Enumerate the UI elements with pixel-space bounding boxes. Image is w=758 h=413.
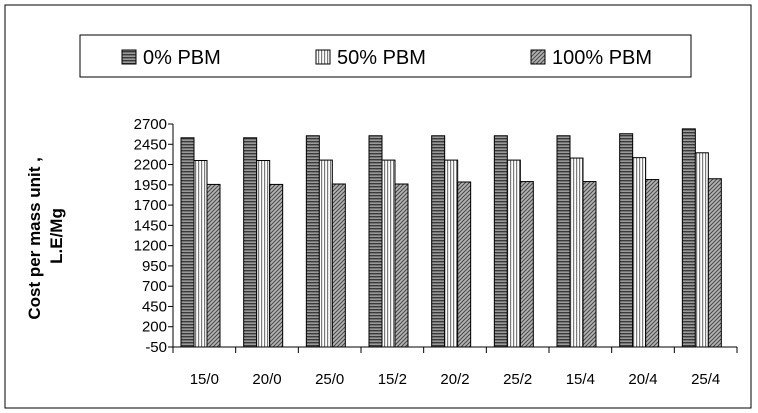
y-tick-label: 2700: [134, 116, 167, 133]
x-tick-label: 25/4: [691, 371, 720, 388]
bar: [368, 135, 383, 348]
legend-label: 100% PBM: [552, 47, 652, 69]
bar: [632, 157, 647, 348]
bar: [193, 159, 208, 348]
bar: [331, 183, 346, 348]
x-tick-label: 25/0: [315, 371, 344, 388]
bar: [694, 152, 709, 348]
y-tick-label: 950: [142, 258, 167, 275]
bar: [569, 157, 584, 348]
bar: [493, 135, 508, 348]
y-tick-label: 2200: [134, 157, 167, 174]
y-axis-label-line2: L.E/Mg: [47, 208, 66, 264]
legend-label: 0% PBM: [143, 47, 221, 69]
bar: [269, 183, 284, 348]
y-tick-label: 1700: [134, 197, 167, 214]
bar: [619, 133, 634, 348]
bar: [180, 137, 195, 348]
x-tick-label: 25/2: [503, 371, 532, 388]
y-axis-label-line1: Cost per mass unit ,: [25, 157, 44, 319]
bar: [381, 159, 396, 348]
y-tick-label: -50: [145, 339, 167, 356]
bar: [707, 178, 722, 348]
x-tick-label: 15/0: [190, 371, 219, 388]
bar: [582, 181, 597, 348]
x-tick-label: 15/2: [378, 371, 407, 388]
legend: 0% PBM 50% PBM 100% PBM: [79, 34, 692, 78]
y-tick-label: 700: [142, 278, 167, 295]
bar: [318, 159, 333, 348]
legend-swatch: [530, 49, 546, 65]
bar: [256, 159, 271, 348]
bar: [305, 135, 320, 348]
legend-box: [79, 34, 692, 78]
y-tick-label: 1950: [134, 177, 167, 194]
x-tick-label: 20/0: [252, 371, 281, 388]
bar: [519, 181, 534, 348]
legend-swatch: [315, 49, 331, 65]
bar: [206, 183, 221, 348]
y-tick-label: 2450: [134, 136, 167, 153]
legend-swatch: [121, 49, 137, 65]
x-tick-label: 20/2: [440, 371, 469, 388]
bar: [431, 135, 446, 348]
plot-area: -50 200 450 700 950 1200 1450 1700 1950 2200 2450 2…: [134, 116, 738, 388]
bar: [681, 128, 696, 348]
bar: [457, 181, 472, 348]
y-tick-label: 200: [142, 319, 167, 336]
y-tick-label: 1200: [134, 238, 167, 255]
legend-label: 50% PBM: [337, 47, 426, 69]
bar: [243, 137, 258, 348]
bar: [556, 135, 571, 348]
y-tick-label: 1450: [134, 217, 167, 234]
x-tick-label: 20/4: [628, 371, 657, 388]
bar: [506, 159, 521, 348]
bar: [394, 183, 409, 348]
bar: [444, 159, 459, 348]
bar: [645, 179, 660, 348]
x-tick-label: 15/4: [566, 371, 595, 388]
y-tick-label: 450: [142, 298, 167, 315]
y-axis-label: Cost per mass unit , L.E/Mg: [25, 152, 66, 319]
